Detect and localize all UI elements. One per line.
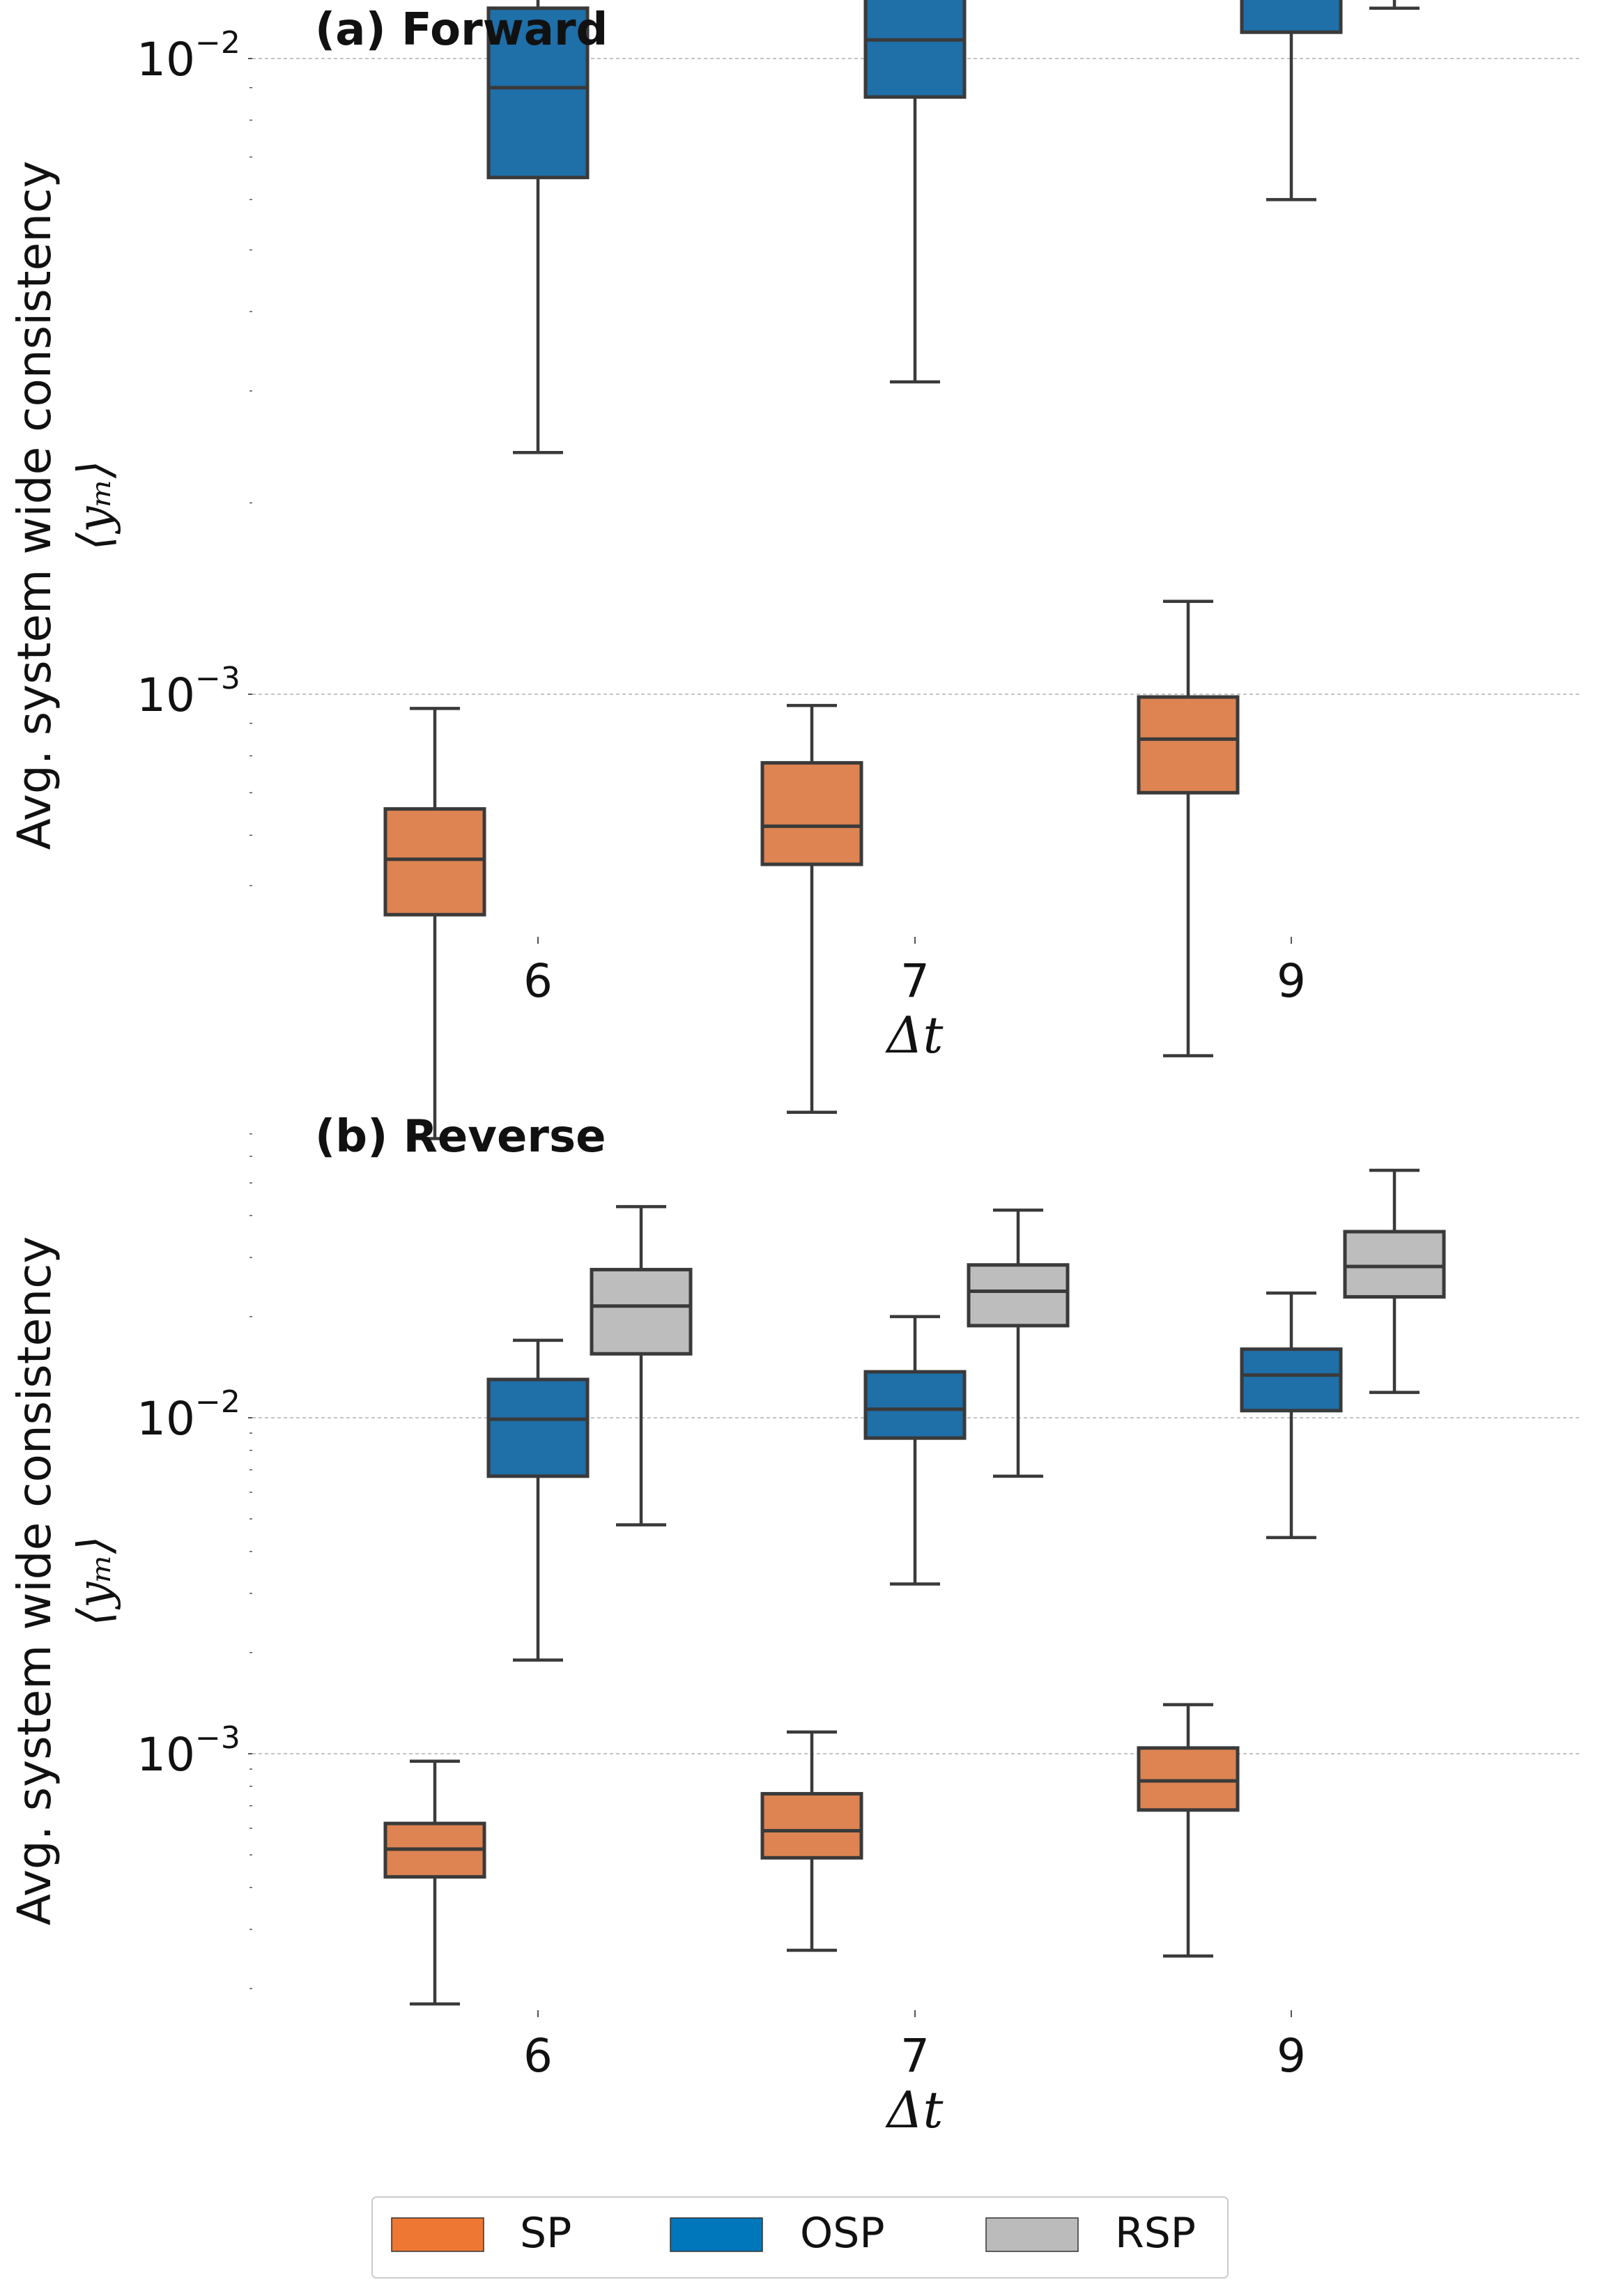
y-axis-label-b: Avg. system wide consistency (8, 1237, 61, 1926)
x-axis-label-b: Δt (885, 2081, 944, 2139)
y-axis-symbol-b: ⟨yₘ⟩ (68, 1536, 121, 1625)
y-tick-exponent-b-0: −2 (195, 1384, 240, 1420)
box-sp-9-a (1139, 697, 1238, 793)
box-osp-7-a (866, 0, 964, 97)
x-tick-label-b-7: 7 (900, 2029, 930, 2083)
figure: 10−110−210−3679ΔtAvg. system wide consis… (0, 0, 1600, 2296)
panel-reverse: 10−2 10−3 6 7 9 Δt Avg. system wide consistenc… (8, 1111, 1580, 2139)
y-axis-symbol-a: ⟨yₘ⟩ (68, 460, 121, 550)
legend-swatch-sp (392, 2218, 484, 2251)
y-tick-exponent-b-1: −3 (195, 1720, 240, 1756)
box-rsp-7-b (969, 1265, 1068, 1326)
panel-title-a: (a) Forward (315, 4, 608, 56)
y-tick-label-b-1: 10−3 (137, 1720, 240, 1782)
y-tick-exponent-a-1: −2 (195, 25, 240, 61)
box-osp-7-b (866, 1372, 964, 1438)
box-sp-9-b (1139, 1748, 1238, 1810)
legend-label-sp: SP (520, 2209, 571, 2258)
x-tick-label-a-9: 9 (1277, 954, 1306, 1008)
y-tick-label-b-0: 10−2 (137, 1384, 240, 1446)
x-tick-label-b-6: 6 (523, 2029, 553, 2083)
legend-label-rsp: RSP (1115, 2209, 1196, 2258)
box-osp-6-b (489, 1379, 587, 1476)
box-rsp-6-b (592, 1269, 691, 1354)
panel-title-b: (b) Reverse (315, 1111, 606, 1163)
box-osp-9-b (1242, 1349, 1341, 1411)
box-rsp-9-b (1345, 1232, 1444, 1297)
y-tick-exponent-a-2: −3 (195, 661, 240, 696)
legend-swatch-rsp (986, 2218, 1078, 2251)
x-tick-label-a-6: 6 (523, 954, 553, 1008)
y-axis-label-a: Avg. system wide consistency (8, 161, 61, 850)
y-tick-label-a-2: 10−3 (137, 661, 240, 722)
x-tick-label-b-9: 9 (1277, 2029, 1306, 2083)
box-sp-6-a (385, 809, 484, 915)
box-osp-9-a (1242, 0, 1341, 32)
x-tick-label-a-7: 7 (900, 954, 930, 1008)
box-sp-7-b (762, 1793, 861, 1858)
legend-swatch-osp (670, 2218, 762, 2251)
legend-label-osp: OSP (800, 2209, 885, 2258)
y-tick-label-a-1: 10−2 (137, 25, 240, 86)
x-axis-label-a: Δt (885, 1006, 944, 1064)
box-sp-7-a (762, 763, 861, 864)
legend: SP OSP RSP (372, 2197, 1228, 2278)
